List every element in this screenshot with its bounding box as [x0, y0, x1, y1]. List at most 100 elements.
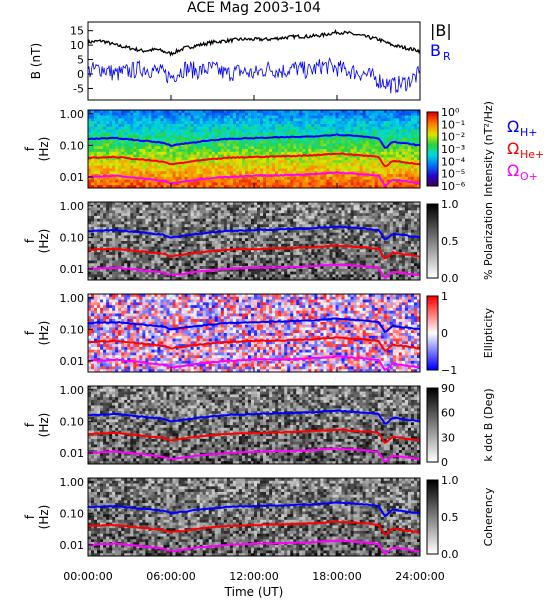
heatmap-cell — [211, 171, 216, 175]
heatmap-cell — [344, 210, 348, 214]
heatmap-cell — [356, 241, 360, 245]
heatmap-cell — [109, 171, 113, 175]
heatmap-cell — [269, 126, 273, 130]
heatmap-cell — [323, 154, 327, 158]
heatmap-cell — [383, 241, 388, 245]
heatmap-cell — [395, 149, 400, 153]
heatmap-cell — [392, 213, 397, 217]
heatmap-cell — [196, 165, 200, 169]
heatmap-cell — [130, 123, 134, 128]
heatmap-cell — [181, 115, 185, 119]
heatmap-cell — [404, 202, 409, 206]
heatmap-cell — [118, 210, 122, 214]
heatmap-cell — [196, 154, 200, 158]
heatmap-cell — [341, 157, 345, 161]
heatmap-cell — [395, 132, 400, 136]
heatmap-cell — [127, 118, 131, 122]
heatmap-cell — [217, 132, 222, 136]
heatmap-cell — [229, 157, 234, 161]
heatmap-cell — [284, 182, 288, 186]
heatmap-cell — [112, 207, 116, 211]
heatmap-cell — [362, 115, 366, 119]
heatmap-cell — [193, 151, 197, 155]
heatmap-cell — [263, 176, 267, 180]
heatmap-cell — [199, 202, 203, 206]
heatmap-cell — [293, 241, 297, 245]
heatmap-cell — [302, 121, 306, 125]
heatmap-cell — [160, 143, 164, 147]
heatmap-cell — [205, 202, 210, 206]
heatmap-cell — [266, 126, 270, 130]
heatmap-cell — [235, 140, 240, 144]
heatmap-cell — [244, 204, 249, 208]
heatmap-cell — [217, 151, 222, 155]
heatmap-cell — [100, 238, 104, 242]
heatmap-cell — [229, 238, 234, 242]
heatmap-cell — [229, 182, 234, 186]
heatmap-cell — [389, 126, 394, 130]
heatmap-cell — [106, 126, 110, 130]
heatmap-cell — [293, 224, 297, 228]
heatmap-cell — [160, 171, 164, 175]
heatmap-cell — [154, 157, 158, 161]
heatmap-cell — [305, 121, 309, 125]
heatmap-cell — [368, 176, 373, 180]
heatmap-cell — [377, 165, 382, 169]
heatmap-cell — [223, 115, 228, 119]
heatmap-cell — [257, 146, 261, 150]
heatmap-cell — [284, 202, 288, 206]
heatmap-cell — [187, 157, 191, 161]
heatmap-cell — [374, 185, 379, 189]
heatmap-cell — [320, 229, 324, 233]
heatmap-cell — [130, 146, 134, 150]
heatmap-cell — [281, 218, 285, 222]
heatmap-cell — [389, 215, 394, 220]
heatmap-cell — [166, 168, 170, 172]
heatmap-cell — [157, 165, 161, 169]
heatmap-cell — [275, 182, 279, 186]
heatmap-cell — [145, 135, 149, 139]
heatmap-cell — [160, 218, 164, 222]
heatmap-cell — [241, 129, 246, 133]
heatmap-cell — [392, 241, 397, 245]
heatmap-cell — [235, 149, 240, 153]
heatmap-cell — [199, 165, 203, 169]
heatmap-cell — [211, 165, 216, 169]
heatmap-cell — [383, 137, 388, 141]
heatmap-cell — [133, 121, 137, 125]
heatmap-cell — [178, 176, 182, 180]
heatmap-cell — [241, 176, 246, 180]
heatmap-cell — [332, 112, 336, 116]
y-tick-label: 10 — [70, 39, 84, 52]
heatmap-cell — [257, 171, 261, 175]
heatmap-cell — [326, 123, 330, 128]
heatmap-cell — [193, 213, 197, 217]
heatmap-cell — [241, 182, 246, 186]
heatmap-cell — [407, 182, 412, 186]
heatmap-cell — [401, 243, 406, 247]
heatmap-cell — [305, 210, 309, 214]
heatmap-cell — [106, 115, 110, 119]
heatmap-cell — [266, 218, 270, 222]
heatmap-cell — [413, 224, 418, 228]
heatmap-cell — [326, 137, 330, 141]
heatmap-cell — [281, 160, 285, 164]
heatmap-cell — [386, 238, 391, 242]
heatmap-cell — [133, 241, 137, 245]
heatmap-cell — [266, 168, 270, 172]
heatmap-cell — [320, 227, 324, 231]
heatmap-cell — [389, 168, 394, 172]
heatmap-cell — [263, 110, 267, 114]
heatmap-cell — [407, 204, 412, 208]
heatmap-cell — [91, 129, 95, 133]
heatmap-cell — [139, 121, 143, 125]
heatmap-cell — [356, 149, 360, 153]
heatmap-cell — [353, 151, 357, 155]
heatmap-cell — [320, 162, 324, 167]
heatmap-cell — [383, 132, 388, 136]
colorbar-label: Intensity (nT²/Hz) — [482, 101, 495, 197]
heatmap-cell — [284, 165, 288, 169]
heatmap-cell — [178, 171, 182, 175]
heatmap-cell — [368, 221, 373, 225]
heatmap-cell — [365, 146, 369, 150]
